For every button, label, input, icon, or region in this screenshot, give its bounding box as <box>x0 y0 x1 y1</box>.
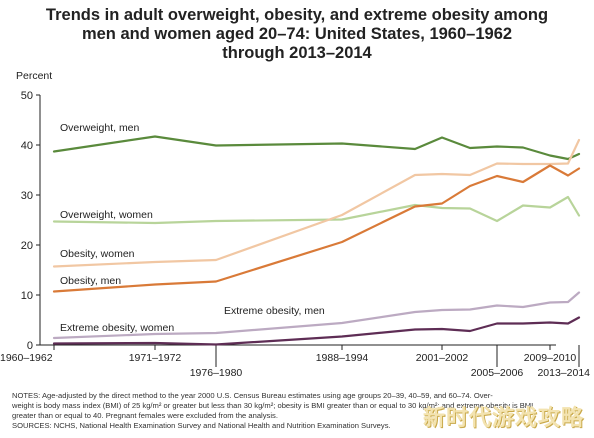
title-line-2: men and women aged 20–74: United States,… <box>81 25 513 43</box>
line-chart: Percent 0 10 20 30 40 50 1960–1962 1971–1972 1976… <box>0 70 590 379</box>
series-line-extreme-obesity-men <box>52 316 581 346</box>
sources-line: SOURCES: NCHS, National Health Examinati… <box>12 421 391 430</box>
series-label-extreme-obesity-women: Extreme obesity, women <box>60 322 174 334</box>
x-tick-label: 1976–1980 <box>190 367 243 379</box>
series-label-obesity-men: Obesity, men <box>60 275 121 287</box>
y-tick-label: 50 <box>21 90 33 102</box>
x-tick-label: 2009–2010 <box>524 352 577 364</box>
series-line-obesity-men <box>52 164 581 293</box>
y-tick-label: 0 <box>27 340 33 352</box>
series-label-obesity-women: Obesity, women <box>60 248 135 260</box>
y-axis-label: Percent <box>16 70 52 82</box>
notes-line-2: weight is body mass index (BMI) of 25 kg… <box>12 401 534 410</box>
series-line-overweight-men <box>52 135 581 161</box>
y-tick-label: 10 <box>21 290 33 302</box>
y-tick-label: 40 <box>21 140 33 152</box>
title-line-1: Trends in adult overweight, obesity, and… <box>45 6 549 24</box>
x-tick-label: 2013–2014 <box>537 367 590 379</box>
series-label-overweight-men: Overweight, men <box>60 122 140 134</box>
x-tick-label: 2001–2002 <box>416 352 469 364</box>
chart-notes: NOTES: Age-adjusted by the direct method… <box>12 391 587 431</box>
notes-line-1: NOTES: Age-adjusted by the direct method… <box>12 391 493 400</box>
series-label-overweight-women: Overweight, women <box>60 209 153 221</box>
series-line-obesity-women <box>52 138 581 268</box>
series-label-extreme-obesity-men: Extreme obesity, men <box>224 305 325 317</box>
x-tick-label: 1988–1994 <box>316 352 369 364</box>
y-tick-label: 30 <box>21 190 33 202</box>
title-line-3: through 2013–2014 <box>222 44 372 62</box>
x-tick-label: 1971–1972 <box>129 352 182 364</box>
watermark-logo: 新时代游戏攻略 <box>422 406 584 431</box>
y-tick-label: 20 <box>21 240 33 252</box>
notes-line-3: greater than or equal to 40. Pregnant fe… <box>12 411 278 420</box>
chart-title: Trends in adult overweight, obesity, and… <box>0 6 594 63</box>
series-line-overweight-women <box>52 195 581 225</box>
x-tick-label: 2005–2006 <box>471 367 524 379</box>
series-line-extreme-obesity-women <box>52 291 581 340</box>
x-tick-label: 1960–1962 <box>0 352 53 364</box>
